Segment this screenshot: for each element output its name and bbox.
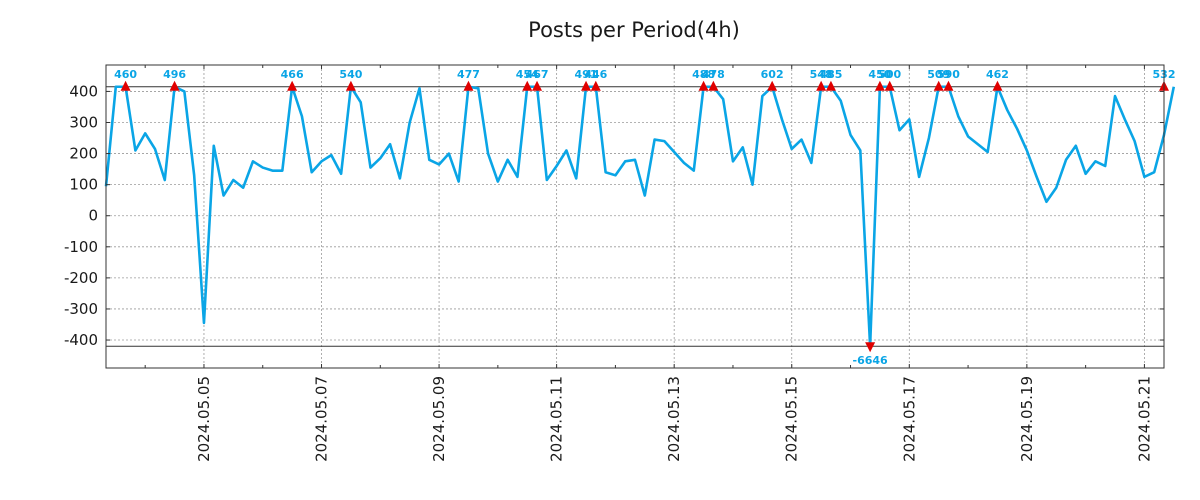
peak-marker (874, 80, 885, 91)
x-tick-label: 2024.05.07 (313, 376, 331, 462)
trough-marker (865, 342, 876, 353)
peak-marker (825, 80, 836, 91)
peak-label: 454 (516, 68, 539, 81)
plot-frame (105, 64, 1165, 369)
peak-label: 548 (810, 68, 833, 81)
series-layer (104, 85, 1176, 348)
peak-label: 446 (584, 68, 607, 81)
peak-label: 491 (575, 68, 598, 81)
grid-layer (106, 65, 1164, 368)
peak-label: 460 (114, 68, 137, 81)
peak-label: 478 (702, 68, 725, 81)
x-tick-label: 2024.05.21 (1135, 376, 1153, 462)
peak-marker (708, 80, 719, 91)
series-line-posts (104, 85, 1176, 348)
peak-marker (816, 80, 827, 91)
peak-marker (933, 80, 944, 91)
peak-label: 477 (457, 68, 480, 81)
peak-marker (884, 80, 895, 91)
peak-marker (463, 80, 474, 91)
y-tick-label: -200 (64, 269, 98, 287)
peak-marker (169, 80, 180, 91)
peak-label: 450 (868, 68, 891, 81)
peak-marker (287, 80, 298, 91)
y-tick-label: -100 (64, 238, 98, 256)
peak-marker (590, 80, 601, 91)
y-tick-label: 300 (69, 113, 98, 131)
x-tick-label: 2024.05.05 (195, 376, 213, 462)
peak-label: 466 (281, 68, 304, 81)
peak-label: 462 (986, 68, 1009, 81)
x-tick-label: 2024.05.15 (783, 376, 801, 462)
peak-marker (767, 80, 778, 91)
peak-label: 509 (927, 68, 950, 81)
y-tick-label: 200 (69, 145, 98, 163)
x-tick-label: 2024.05.11 (548, 376, 566, 462)
trough-label: -6646 (853, 354, 889, 367)
peak-marker (943, 80, 954, 91)
peak-label: 590 (937, 68, 960, 81)
peak-marker (522, 80, 533, 91)
peak-label: 496 (163, 68, 186, 81)
x-tick-label: 2024.05.09 (430, 376, 448, 462)
peak-label: 467 (526, 68, 549, 81)
x-tick-label: 2024.05.17 (900, 376, 918, 462)
axis-layer: 400 300 200 100 0 -100 -200 -300 -400 2024.05.05 2… (64, 65, 1164, 462)
peak-label: 485 (819, 68, 842, 81)
peak-label: 602 (761, 68, 784, 81)
peak-marker (345, 80, 356, 91)
y-tick-label: -400 (64, 331, 98, 349)
peak-marker (992, 80, 1003, 91)
y-tick-label: 0 (88, 207, 98, 225)
x-tick-label: 2024.05.13 (665, 376, 683, 462)
y-tick-label: -300 (64, 300, 98, 318)
chart-title: Posts per Period(4h) (528, 18, 740, 42)
peak-label: 540 (339, 68, 362, 81)
peak-label: 488 (692, 68, 715, 81)
peak-marker (120, 80, 131, 91)
peak-marker (581, 80, 592, 91)
peak-marker (532, 80, 543, 91)
y-tick-label: 400 (69, 82, 98, 100)
peak-label: 500 (878, 68, 901, 81)
plot-area (106, 65, 1164, 368)
y-tick-label: 100 (69, 176, 98, 194)
x-tick-label: 2024.05.19 (1018, 376, 1036, 462)
peak-marker (698, 80, 709, 91)
clip-threshold-layer (106, 86, 1164, 347)
